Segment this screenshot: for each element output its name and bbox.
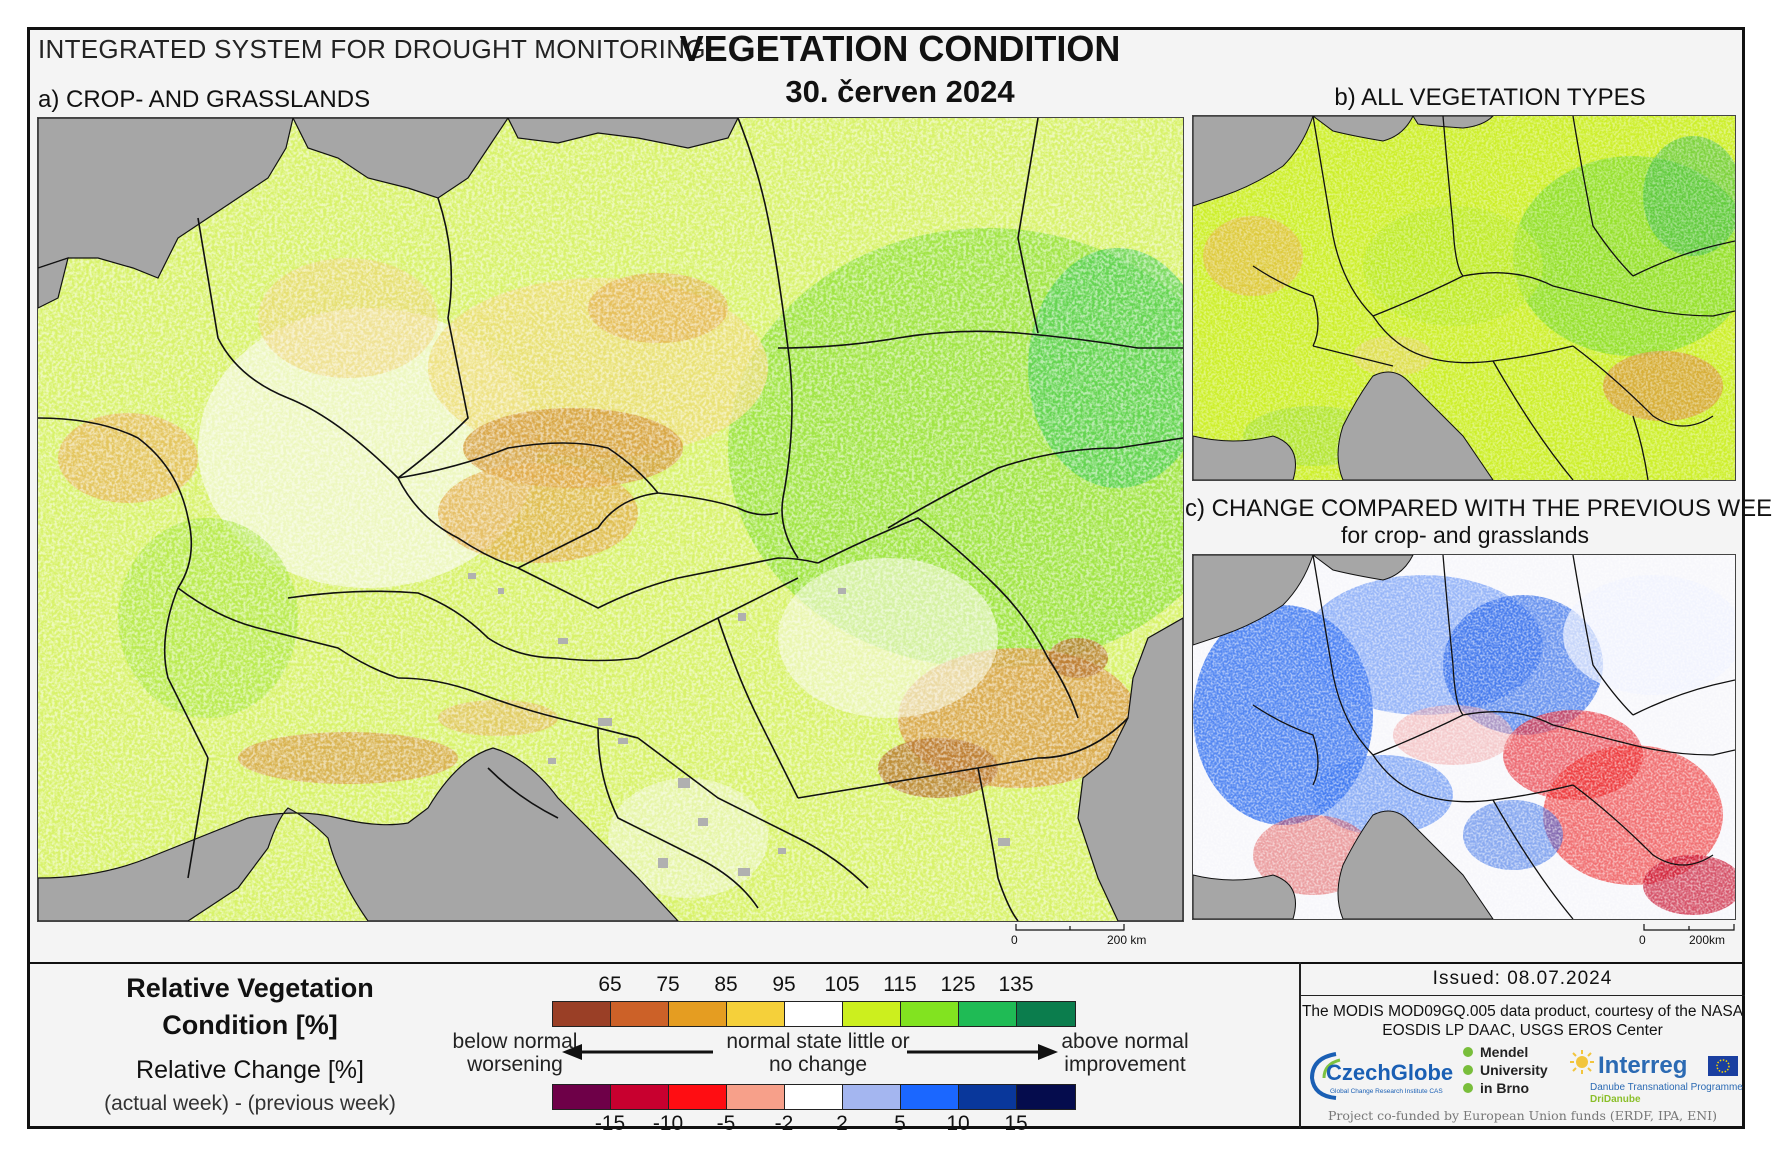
condition-swatch	[611, 1002, 669, 1026]
page-title: VEGETATION CONDITION	[679, 28, 1121, 69]
scalebar-c-graphic	[1643, 924, 1735, 931]
mendel-logo-text-2: University	[1480, 1062, 1548, 1078]
map-weekly-change	[1192, 554, 1736, 920]
mendel-dots-icon	[1463, 1047, 1473, 1093]
panel-c-sublabel: for crop- and grasslands	[1340, 522, 1589, 548]
rc-legend-title: Relative Change [%]	[136, 1056, 364, 1084]
map-a-canvas	[38, 118, 1183, 921]
scalebar-c-zero: 0	[1639, 933, 1646, 947]
footer-divider	[1299, 962, 1301, 1128]
condition-swatch	[959, 1002, 1017, 1026]
change-tick-label: 5	[894, 1112, 906, 1135]
change-swatch	[727, 1085, 785, 1109]
czechglobe-logo-subtext: Global Change Research Institute CAS	[1330, 1088, 1443, 1095]
condition-tick-label: 125	[940, 973, 976, 996]
change-swatch	[669, 1085, 727, 1109]
arrow-right-icon	[907, 1044, 1058, 1060]
rc-legend-subtitle: (actual week) - (previous week)	[104, 1092, 396, 1115]
change-tick-label: -15	[594, 1112, 626, 1135]
change-swatch	[959, 1085, 1017, 1109]
change-tick-label: 10	[946, 1112, 970, 1135]
condition-swatch	[843, 1002, 901, 1026]
legend-below-normal: below normal worsening	[452, 1030, 578, 1076]
czechglobe-swoosh-icon	[1309, 1052, 1341, 1100]
system-title: INTEGRATED SYSTEM FOR DROUGHT MONITORING	[38, 34, 706, 64]
map-crop-grasslands	[37, 117, 1184, 922]
condition-tick-label: 105	[824, 973, 860, 996]
condition-swatch	[785, 1002, 843, 1026]
scalebar-c-end: 200km	[1689, 933, 1726, 947]
panel-c-label: c) CHANGE COMPARED WITH THE PREVIOUS WEE…	[1185, 495, 1772, 522]
change-colorbar	[552, 1084, 1076, 1110]
map-all-vegetation	[1192, 115, 1736, 481]
condition-colorbar	[552, 1001, 1076, 1027]
condition-swatch	[669, 1002, 727, 1026]
change-tick-label: 2	[836, 1112, 848, 1135]
change-tick-label: -2	[774, 1112, 794, 1135]
change-swatch	[843, 1085, 901, 1109]
mendel-logo: Mendel University in Brno	[1460, 1044, 1565, 1104]
map-date: 30. červen 2024	[785, 74, 1015, 109]
czechglobe-logo-text: CzechGlobe	[1326, 1060, 1454, 1085]
arrow-left-icon	[562, 1044, 713, 1060]
panel-a-label: a) CROP- AND GRASSLANDS	[38, 86, 371, 113]
rvc-legend-title: Relative Vegetation Condition [%]	[126, 973, 374, 1040]
change-tick-label: 15	[1004, 1112, 1028, 1135]
issued-divider	[1300, 995, 1745, 996]
scalebar-a-end: 200 km	[1107, 933, 1147, 947]
czechglobe-logo: CzechGlobe Global Change Research Instit…	[1306, 1048, 1456, 1104]
map-b-canvas	[1193, 116, 1735, 480]
interreg-logo-text: Interreg	[1598, 1052, 1688, 1079]
dridanube-text: DriDanube	[1590, 1094, 1641, 1105]
condition-tick-label: 115	[883, 973, 917, 996]
map-c-canvas	[1193, 555, 1735, 919]
change-swatch	[901, 1085, 959, 1109]
scalebar-a-zero: 0	[1011, 933, 1018, 947]
issued-date: Issued: 08.07.2024	[1432, 968, 1613, 989]
condition-tick-label: 85	[714, 973, 738, 996]
eu-flag-icon	[1708, 1056, 1738, 1076]
condition-tick-label: 95	[772, 973, 796, 996]
data-credit: The MODIS MOD09GQ.005 data product, cour…	[1301, 1003, 1744, 1039]
change-swatch	[611, 1085, 669, 1109]
condition-tick-label: 135	[998, 973, 1034, 996]
change-tick-label: -10	[652, 1112, 684, 1135]
funding-note: Project co-funded by European Union fund…	[1327, 1108, 1718, 1123]
condition-tick-label: 75	[656, 973, 680, 996]
condition-swatch	[901, 1002, 959, 1026]
interreg-programme-text: Danube Transnational Programme	[1590, 1082, 1743, 1093]
condition-swatch	[1017, 1002, 1075, 1026]
change-tick-label: -5	[716, 1112, 736, 1135]
legend-normal-state: normal state little or no change	[726, 1030, 910, 1076]
condition-tick-label: 65	[598, 973, 622, 996]
change-swatch	[1017, 1085, 1075, 1109]
interreg-logo: Interreg Danube Transnational Programme …	[1568, 1046, 1743, 1106]
legend-above-normal: above normal improvement	[1061, 1030, 1189, 1076]
mendel-logo-text-3: in Brno	[1480, 1080, 1529, 1096]
condition-swatch	[727, 1002, 785, 1026]
scalebar-a-graphic	[1015, 924, 1125, 931]
mendel-logo-text-1: Mendel	[1480, 1044, 1529, 1060]
condition-swatch	[553, 1002, 611, 1026]
change-swatch	[553, 1085, 611, 1109]
interreg-sun-icon	[1570, 1050, 1594, 1074]
panel-b-label: b) ALL VEGETATION TYPES	[1334, 84, 1646, 111]
change-swatch	[785, 1085, 843, 1109]
legend-divider	[27, 962, 1745, 964]
